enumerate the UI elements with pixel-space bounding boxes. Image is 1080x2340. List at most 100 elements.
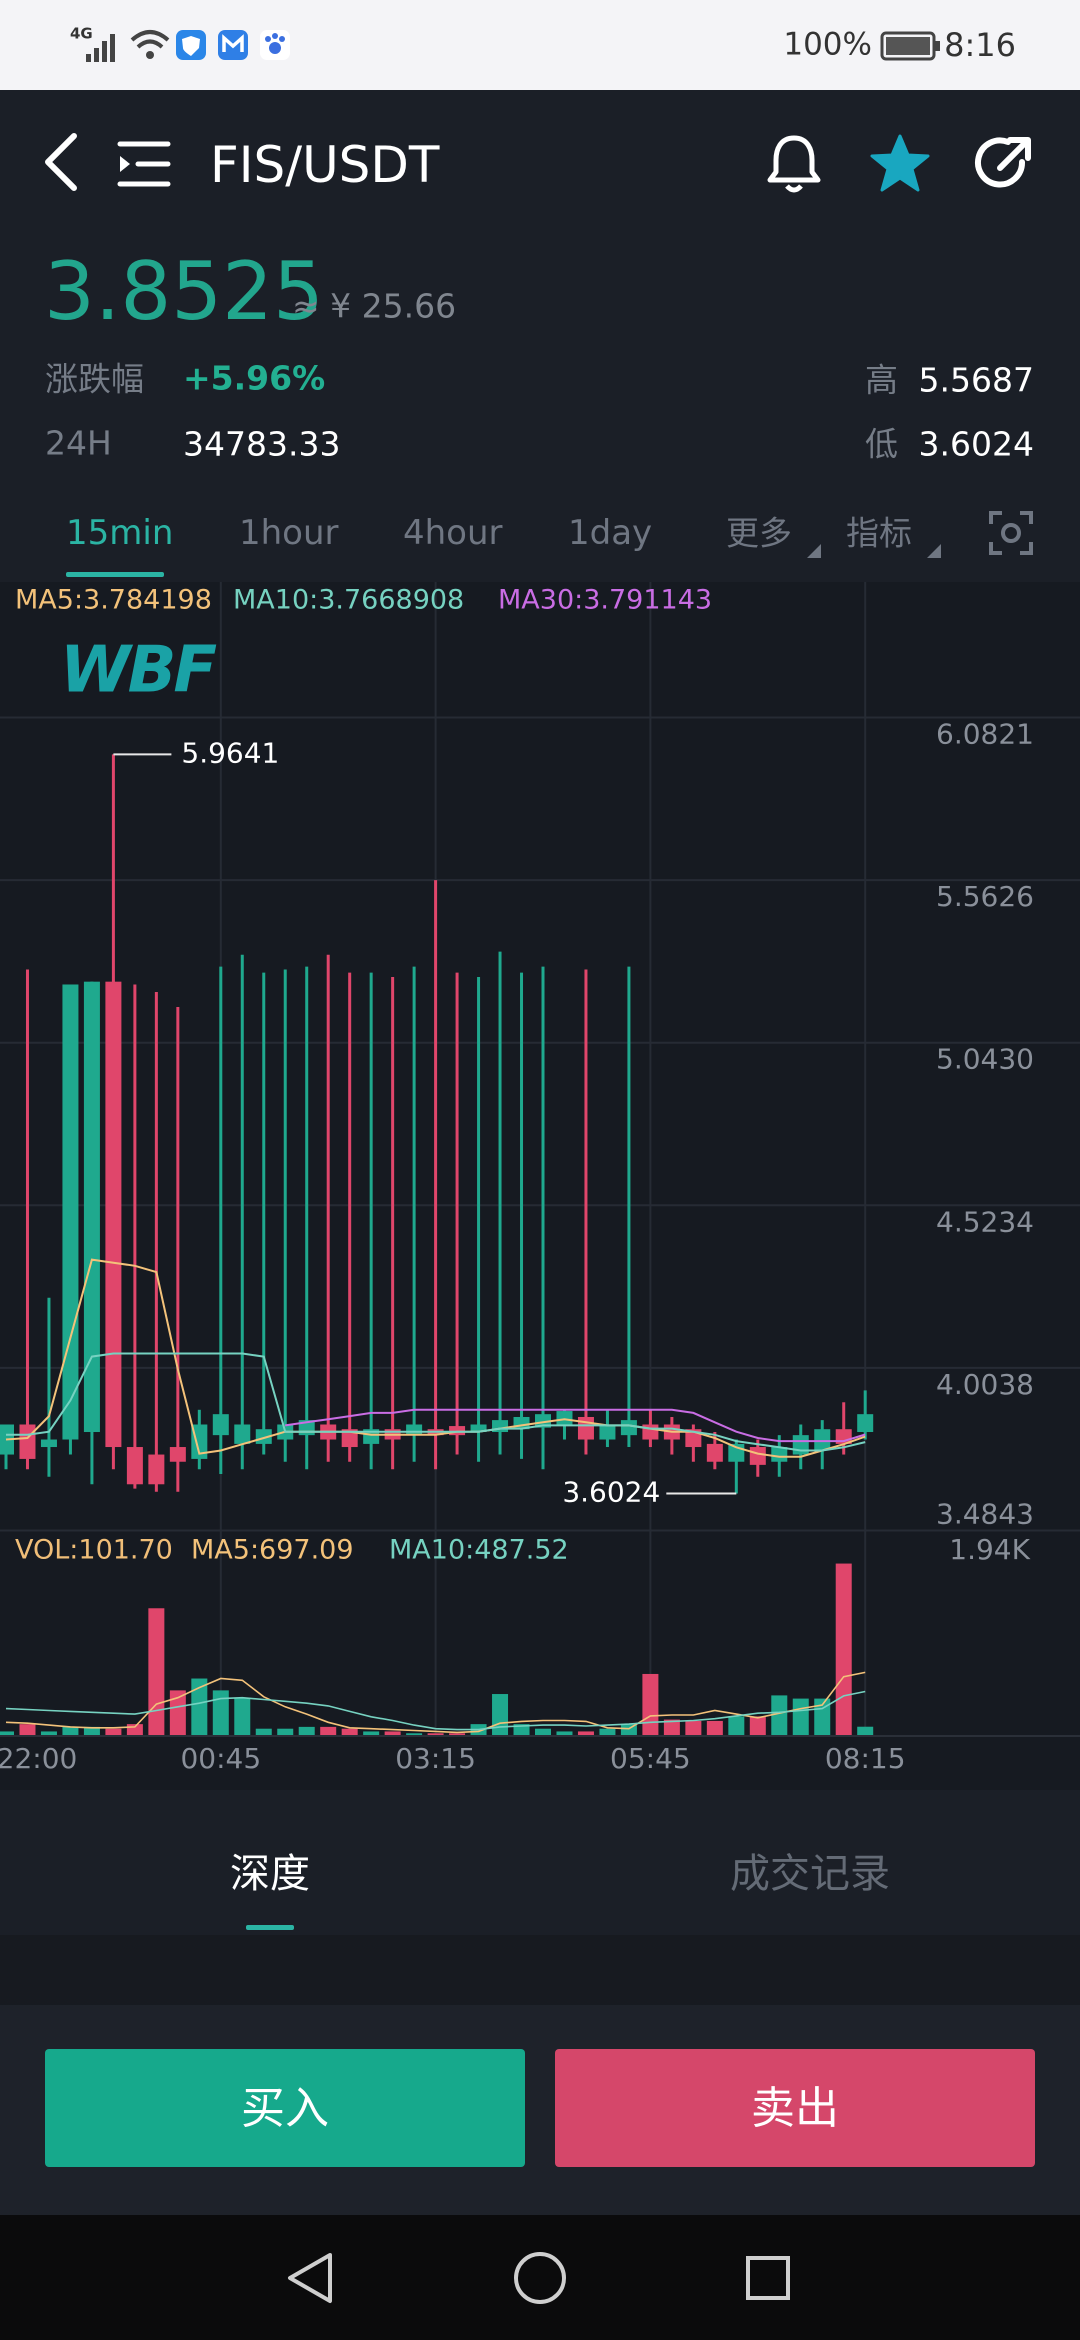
- candle-body: [599, 1424, 616, 1440]
- volume-bar: [492, 1694, 509, 1736]
- volume-bar: [577, 1731, 594, 1736]
- volume-bar: [685, 1720, 702, 1736]
- volume-bar: [706, 1720, 723, 1736]
- candle-body: [749, 1447, 766, 1465]
- nav-buttons[interactable]: [0, 2215, 1080, 2340]
- candle-body: [492, 1420, 509, 1433]
- candle-body: [83, 981, 100, 1433]
- active-tab-underline: [66, 572, 164, 577]
- nav-bar: [0, 2215, 1080, 2340]
- buy-label[interactable]: 买入: [241, 2083, 329, 2134]
- volume-bar: [427, 1733, 444, 1736]
- volume-bar: [792, 1698, 809, 1736]
- volume-bar: [814, 1698, 831, 1736]
- volume-bar: [771, 1695, 788, 1736]
- interval-tab[interactable]: 4hour: [403, 513, 503, 553]
- candle-body: [470, 1424, 487, 1433]
- candle-body: [169, 1447, 186, 1462]
- volume-bar: [363, 1731, 380, 1736]
- volume-bar: [728, 1716, 745, 1736]
- interval-tab[interactable]: 1hour: [239, 513, 339, 553]
- volume-bar: [298, 1726, 315, 1736]
- network-label: 4G: [70, 24, 93, 43]
- candle-body: [105, 981, 122, 1448]
- y-tick-label: 4.0038: [936, 1368, 1034, 1401]
- trades-tab[interactable]: 成交记录: [730, 1851, 890, 1897]
- interval-tab[interactable]: 15min: [66, 513, 174, 553]
- volume-bar: [40, 1731, 57, 1736]
- candle-body: [620, 1420, 637, 1436]
- candle-body: [449, 1426, 466, 1436]
- alert-button[interactable]: [762, 132, 826, 196]
- volume-bar: [234, 1697, 251, 1736]
- candle-body: [148, 1454, 165, 1485]
- volume-value: 34783.33: [183, 424, 341, 464]
- volume-bar: [620, 1724, 637, 1736]
- buy-button[interactable]: [45, 2049, 525, 2167]
- more-tab[interactable]: 更多: [726, 513, 792, 553]
- volume-bar: [19, 1724, 36, 1736]
- candle-body: [556, 1411, 573, 1425]
- interval-tab[interactable]: 1day: [568, 513, 653, 553]
- y-tick-label: 4.5234: [936, 1205, 1034, 1238]
- candle-body: [535, 1414, 551, 1428]
- ma-line: [285, 1408, 866, 1443]
- ma-legend: MA30:3.791143: [498, 585, 712, 616]
- kline-chart: WBF 22:00 00:45 03:15 05:45 08:15 3.4843 4.003…: [0, 582, 1080, 1790]
- change-label: 涨跌幅: [45, 359, 144, 399]
- volume-bar: [449, 1733, 466, 1736]
- candle-body: [234, 1424, 251, 1444]
- candle-body: [406, 1424, 423, 1436]
- candle-body: [212, 1414, 229, 1436]
- menu-button[interactable]: [116, 136, 172, 192]
- candle-body: [814, 1429, 831, 1450]
- volume-bar: [749, 1716, 766, 1736]
- volume-bar: [857, 1726, 874, 1736]
- battery-icon: [880, 31, 940, 61]
- high-label: 高: [865, 360, 898, 400]
- x-tick-label: 00:45: [180, 1742, 261, 1775]
- volume-ma-legend: MA5:697.09: [191, 1535, 354, 1566]
- volume-bar: [277, 1728, 294, 1736]
- candle-body: [642, 1424, 659, 1440]
- candle-body: [792, 1435, 809, 1455]
- volume-bar: [320, 1726, 337, 1736]
- battery-percent: 100%: [783, 26, 872, 63]
- change-value: +5.96%: [183, 358, 326, 398]
- ma-legend: MA5:3.784198: [15, 585, 212, 616]
- cny-price: ≈ ¥ 25.66: [292, 286, 457, 326]
- app-icons: [176, 30, 290, 60]
- depth-tab[interactable]: 深度: [230, 1851, 310, 1897]
- volume-bar: [105, 1728, 122, 1736]
- volume-bar: [191, 1678, 208, 1736]
- candle-body: [191, 1424, 208, 1459]
- candle-body: [62, 984, 79, 1440]
- share-button[interactable]: [972, 132, 1036, 196]
- y-tick-label: 3.4843: [936, 1498, 1034, 1531]
- back-button[interactable]: [38, 130, 88, 194]
- x-tick-label: 03:15: [395, 1742, 476, 1775]
- y-tick-label: 5.5626: [936, 880, 1034, 913]
- volume-bar: [663, 1719, 680, 1736]
- ma-line: [5, 1258, 866, 1458]
- fullscreen-button[interactable]: [988, 510, 1034, 556]
- indicator-tab[interactable]: 指标: [846, 513, 912, 553]
- candle-body: [577, 1416, 594, 1440]
- volume-legend: VOL:101.70: [15, 1535, 173, 1566]
- max-annotation: 5.9641: [181, 736, 279, 769]
- sell-label[interactable]: 卖出: [751, 2083, 839, 2134]
- volume-bar: [642, 1673, 659, 1736]
- favorite-button[interactable]: [868, 132, 932, 196]
- x-tick-label: 08:15: [825, 1742, 906, 1775]
- sell-button[interactable]: [555, 2049, 1035, 2167]
- candle-body: [363, 1429, 380, 1444]
- volume-bar: [148, 1608, 165, 1736]
- y-tick-label: 5.0430: [936, 1043, 1034, 1076]
- ma-line: [6, 1352, 866, 1452]
- y-tick-label: 6.0821: [936, 718, 1034, 751]
- low-value: 3.6024: [918, 424, 1034, 464]
- dropdown-mark: [807, 544, 821, 558]
- min-annotation: 3.6024: [562, 1476, 660, 1509]
- volume-bar: [255, 1728, 272, 1736]
